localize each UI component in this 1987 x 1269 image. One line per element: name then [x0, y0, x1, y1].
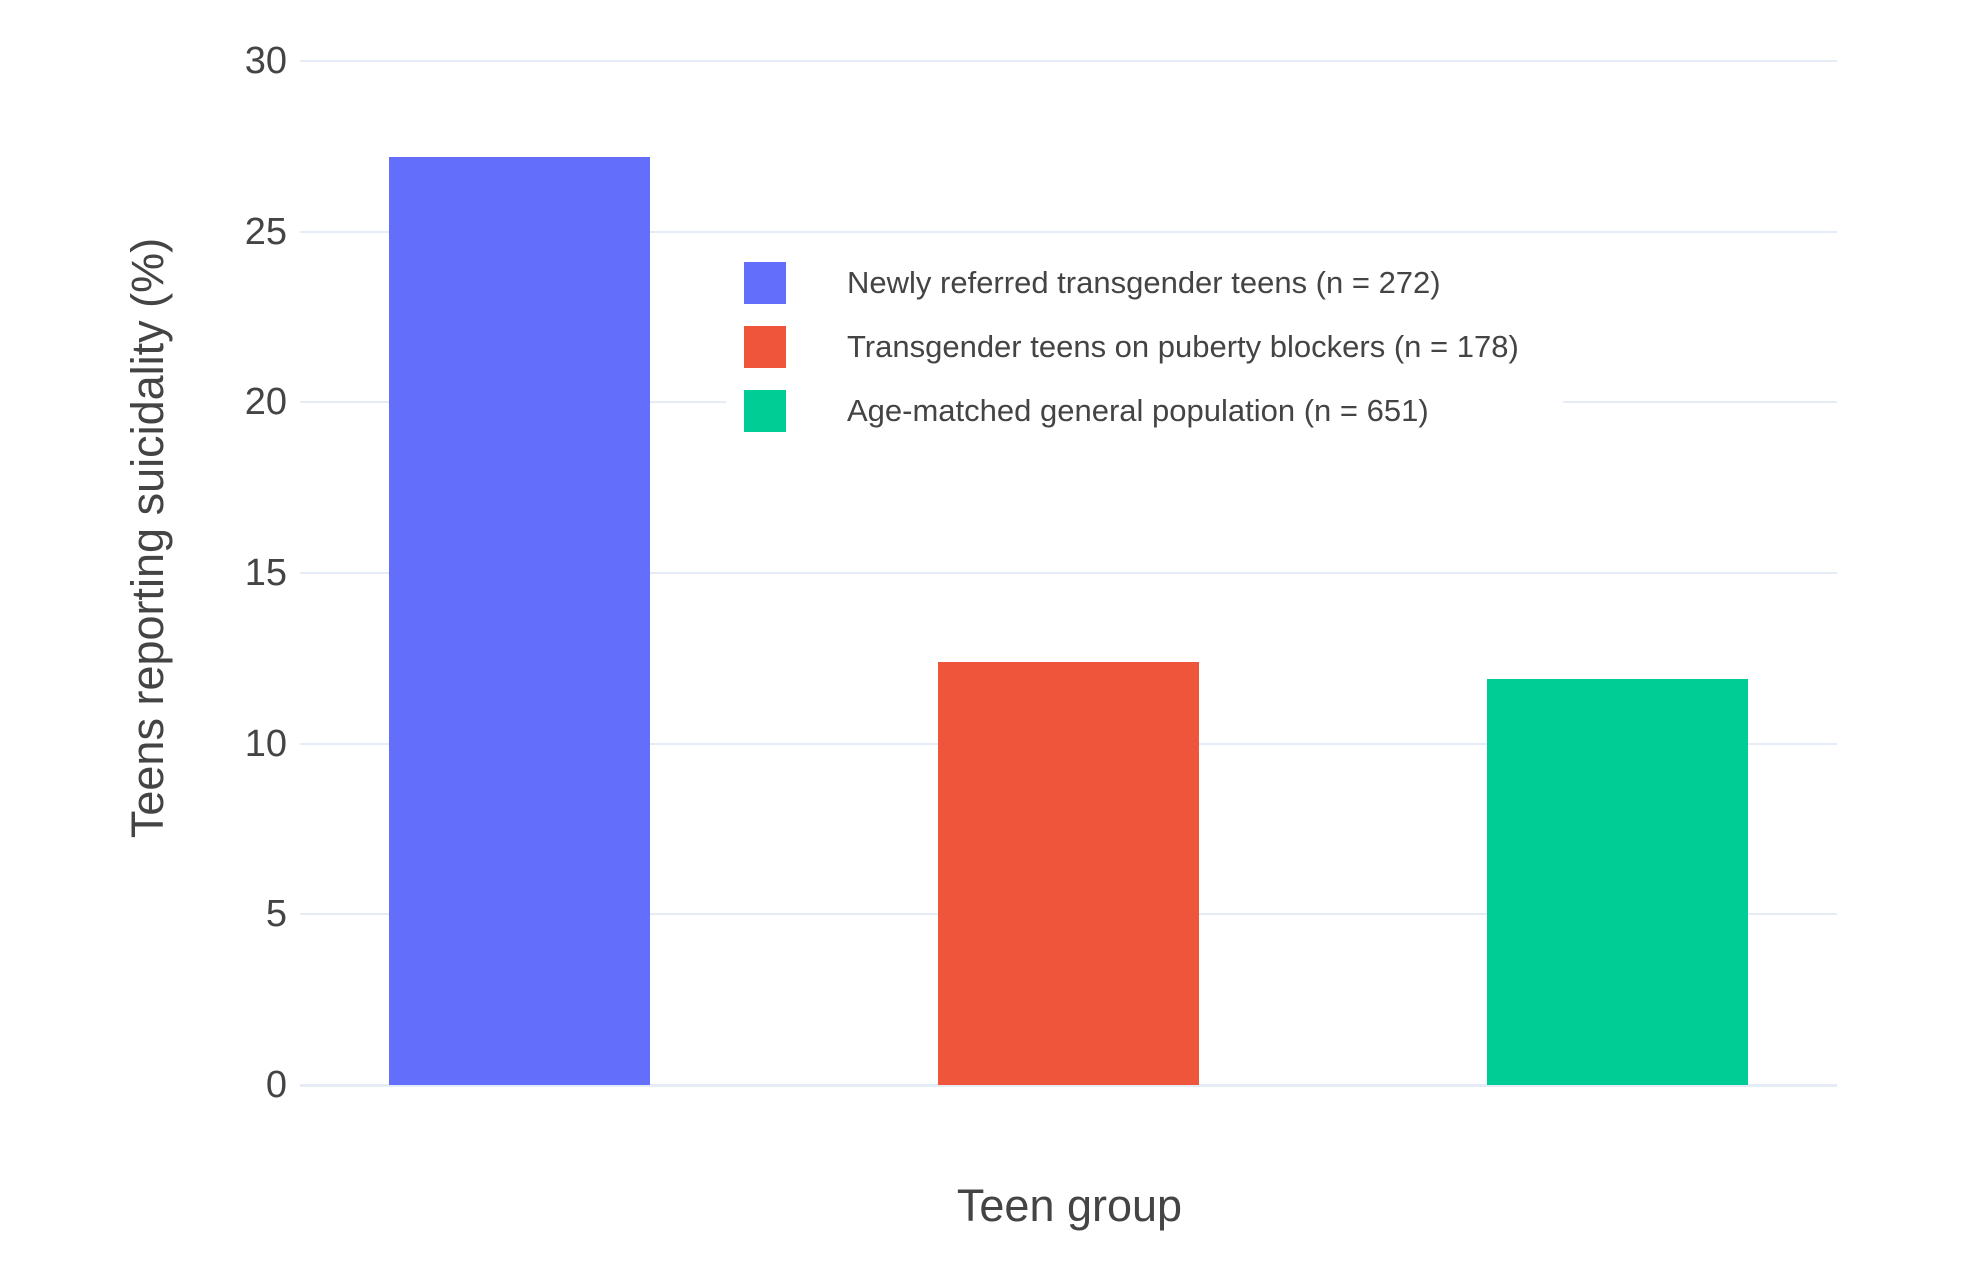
y-tick-label: 25	[244, 210, 287, 253]
legend-label: Transgender teens on puberty blockers (n…	[847, 329, 1519, 364]
y-tick-label: 30	[244, 40, 287, 82]
bar-2[interactable]	[1487, 678, 1748, 1085]
y-tick-label: 20	[244, 381, 287, 424]
y-axis-title: Teens reporting suicidality (%)	[122, 237, 173, 839]
x-axis-title: Teen group	[956, 1180, 1183, 1231]
y-tick-label: 0	[265, 1064, 287, 1106]
legend-swatch-icon	[744, 390, 786, 432]
bar-0[interactable]	[389, 156, 650, 1085]
legend-label: Newly referred transgender teens (n = 27…	[847, 265, 1441, 300]
legend-swatch-icon	[744, 326, 786, 368]
legend-label: Age-matched general population (n = 651)	[847, 393, 1429, 428]
legend-item-0[interactable]: Newly referred transgender teens (n = 27…	[744, 262, 1519, 304]
y-tick-label: 10	[244, 722, 287, 765]
gridline	[300, 230, 1837, 233]
zero-gridline	[300, 1084, 1837, 1087]
y-tick-label: 15	[244, 552, 287, 594]
gridline	[300, 572, 1837, 574]
legend-swatch-icon	[744, 262, 786, 304]
gridline	[300, 60, 1837, 62]
legend: Newly referred transgender teens (n = 27…	[726, 236, 1563, 458]
legend-item-1[interactable]: Transgender teens on puberty blockers (n…	[744, 326, 1519, 368]
bar-1[interactable]	[938, 661, 1199, 1085]
y-tick-label: 5	[265, 893, 287, 936]
legend-item-2[interactable]: Age-matched general population (n = 651)	[744, 390, 1519, 432]
